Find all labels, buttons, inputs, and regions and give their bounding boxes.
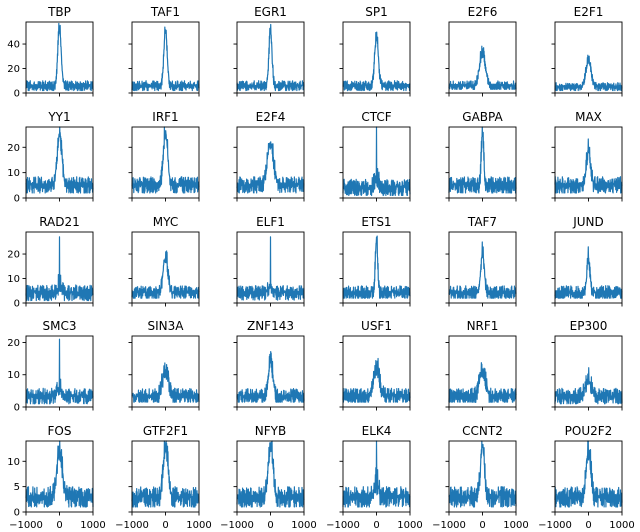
- y-tick-label-row1-2: 20: [7, 143, 20, 154]
- x-tick-label-pou2f2-2: 1000: [609, 520, 634, 531]
- panel-title-yy1: YY1: [47, 110, 70, 124]
- y-tick-label-row0-2: 40: [7, 40, 20, 51]
- trace-taf1: [131, 26, 200, 92]
- x-tick-label-fos-0: −1000: [9, 520, 43, 531]
- trace-egr1: [236, 23, 305, 92]
- y-tick-label-row2-2: 20: [7, 250, 20, 261]
- trace-e2f4: [236, 141, 305, 194]
- x-tick-label-nfyb-0: −1000: [220, 520, 254, 531]
- x-tick-label-gtf2f1-1: 0: [162, 520, 168, 531]
- panel-title-e2f1: E2F1: [574, 5, 604, 19]
- panel-title-nfyb: NFYB: [255, 424, 286, 438]
- x-tick-label-ccnt2-1: 0: [479, 520, 485, 531]
- trace-sin3a: [131, 362, 200, 403]
- panel-title-myc: MYC: [153, 215, 178, 229]
- panel-title-jund: JUND: [572, 215, 604, 229]
- panel-title-taf1: TAF1: [150, 5, 180, 19]
- trace-tbp: [25, 22, 94, 92]
- panel-title-e2f6: E2F6: [468, 5, 498, 19]
- x-tick-label-nfyb-1: 0: [267, 520, 273, 531]
- panel-title-ep300: EP300: [570, 319, 608, 333]
- y-tick-label-row0-1: 20: [7, 64, 20, 75]
- trace-irf1: [131, 126, 200, 194]
- x-tick-label-elk4-2: 1000: [397, 520, 422, 531]
- trace-max: [554, 138, 623, 194]
- panel-title-irf1: IRF1: [152, 110, 178, 124]
- x-tick-label-nfyb-2: 1000: [291, 520, 316, 531]
- trace-yy1: [25, 126, 94, 194]
- panel-title-gabpa: GABPA: [462, 110, 503, 124]
- trace-ets1: [342, 235, 411, 299]
- y-tick-label-row0-0: 0: [14, 89, 20, 100]
- trace-sp1: [342, 31, 411, 92]
- y-tick-label-row1-0: 0: [14, 194, 20, 205]
- trace-e2f1: [554, 54, 623, 92]
- y-tick-label-row3-1: 10: [7, 370, 20, 381]
- trace-smc3: [25, 338, 94, 405]
- y-tick-label-row1-1: 10: [7, 168, 20, 179]
- trace-elk4: [342, 440, 411, 508]
- trace-rad21: [25, 236, 94, 302]
- panel-title-ctcf: CTCF: [361, 110, 391, 124]
- panel-title-usf1: USF1: [361, 319, 392, 333]
- trace-znf143: [236, 351, 305, 403]
- panel-title-sin3a: SIN3A: [148, 319, 185, 333]
- panel-title-ets1: ETS1: [361, 215, 391, 229]
- y-tick-label-row2-1: 10: [7, 274, 20, 285]
- y-tick-label-row3-0: 0: [14, 403, 20, 414]
- x-tick-label-ccnt2-2: 1000: [503, 520, 528, 531]
- panel-title-taf7: TAF7: [467, 215, 497, 229]
- x-tick-label-fos-2: 1000: [80, 520, 105, 531]
- y-tick-label-row4-2: 10: [7, 457, 20, 468]
- trace-ctcf: [342, 126, 411, 197]
- trace-e2f6: [448, 45, 517, 90]
- y-tick-label-row3-2: 20: [7, 338, 20, 349]
- panel-title-znf143: ZNF143: [247, 319, 294, 333]
- trace-ep300: [554, 367, 623, 405]
- panel-title-elk4: ELK4: [362, 424, 392, 438]
- panel-title-elf1: ELF1: [256, 215, 285, 229]
- trace-elf1: [236, 236, 305, 301]
- x-tick-label-pou2f2-0: −1000: [538, 520, 572, 531]
- panel-title-tbp: TBP: [47, 5, 71, 19]
- panel-title-ccnt2: CCNT2: [462, 424, 503, 438]
- trace-gtf2f1: [131, 440, 200, 508]
- x-tick-label-elk4-0: −1000: [326, 520, 360, 531]
- panel-title-fos: FOS: [48, 424, 72, 438]
- panel-title-pou2f2: POU2F2: [565, 424, 613, 438]
- trace-pou2f2: [554, 440, 623, 508]
- trace-taf7: [448, 241, 517, 299]
- trace-usf1: [342, 357, 411, 403]
- panel-title-gtf2f1: GTF2F1: [143, 424, 188, 438]
- panel-title-nrf1: NRF1: [467, 319, 499, 333]
- panel-title-smc3: SMC3: [43, 319, 77, 333]
- trace-nfyb: [236, 440, 305, 508]
- x-tick-label-ccnt2-0: −1000: [432, 520, 466, 531]
- x-tick-label-pou2f2-1: 0: [585, 520, 591, 531]
- trace-nrf1: [448, 362, 517, 403]
- panel-title-egr1: EGR1: [254, 5, 287, 19]
- trace-myc: [131, 250, 200, 299]
- y-tick-label-row4-1: 5: [14, 482, 20, 493]
- panel-title-rad21: RAD21: [39, 215, 80, 229]
- trace-fos: [25, 440, 94, 508]
- y-tick-label-row2-0: 0: [14, 299, 20, 310]
- trace-ccnt2: [448, 440, 517, 508]
- y-tick-label-row4-0: 0: [14, 508, 20, 519]
- x-tick-label-gtf2f1-0: −1000: [115, 520, 149, 531]
- panel-title-e2f4: E2F4: [256, 110, 286, 124]
- trace-jund: [554, 246, 623, 299]
- trace-gabpa: [448, 126, 517, 194]
- x-tick-label-elk4-1: 0: [373, 520, 379, 531]
- x-tick-label-fos-1: 0: [56, 520, 62, 531]
- panel-title-sp1: SP1: [365, 5, 388, 19]
- x-tick-label-gtf2f1-2: 1000: [186, 520, 211, 531]
- panel-title-max: MAX: [575, 110, 602, 124]
